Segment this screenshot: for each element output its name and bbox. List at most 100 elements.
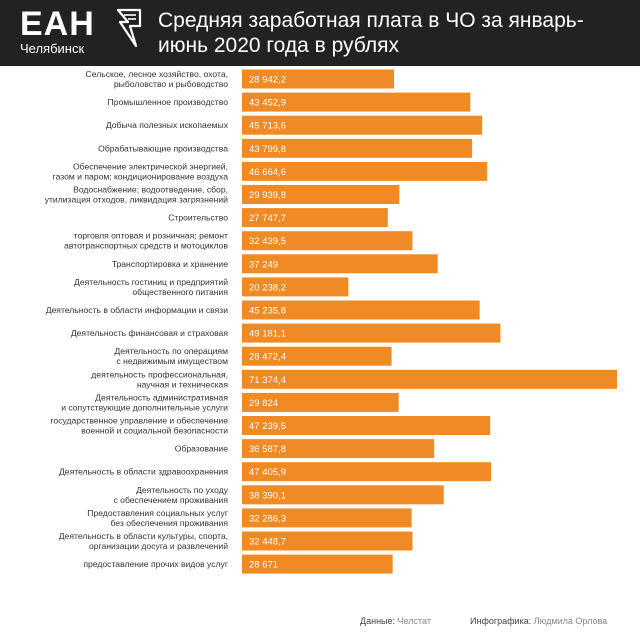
category-label-line: Образование: [175, 444, 228, 454]
bar-value-label: 28 671: [249, 560, 278, 571]
bar-row: 45 235,8 Деятельность в области информаци…: [46, 300, 480, 320]
bar-value-label: 28 472,4: [249, 352, 286, 363]
category-label-line: деятельность профессиональная,: [91, 369, 228, 379]
category-label-line: торговля оптовая и розничная; ремонт: [74, 231, 228, 241]
category-label-line: общественного питания: [132, 287, 228, 297]
category-label-line: газом и паром; кондиционирование воздуха: [53, 171, 229, 181]
category-label-line: автотранспортных средств и мотоциклов: [64, 241, 228, 251]
bar-value-label: 46 664,6: [249, 167, 286, 178]
bar-value-label: 45 713,6: [249, 121, 286, 132]
bar-row: 46 664,6 Обеспечение электрической энерги…: [53, 161, 488, 181]
bar: [242, 439, 435, 459]
bar-value-label: 29 824: [249, 398, 278, 409]
source-label: Данные:: [360, 616, 396, 626]
bar: [242, 416, 491, 435]
category-label: Строительство: [168, 213, 228, 223]
bar-value-label: 36 587,8: [249, 444, 286, 455]
category-label-line: Водоснабжение; водоотведение, сбор,: [73, 185, 228, 195]
source-value: Челстат: [397, 616, 431, 626]
bar-row: 49 181,1 Деятельность финансовая и страхо…: [71, 323, 501, 343]
category-label: Деятельность в области культуры, спорта,…: [59, 531, 228, 551]
category-label-line: с недвижимым имуществом: [116, 356, 228, 366]
bar-value-label: 47 405,9: [249, 467, 286, 478]
bar-value-label: 32 286,3: [249, 513, 286, 524]
category-label-line: Обрабатывающие производства: [98, 143, 228, 153]
category-label-line: Строительство: [168, 213, 228, 223]
category-label: Транспортировка и хранение: [112, 259, 228, 269]
brand-logo: ЕАН Челябинск: [18, 6, 148, 60]
bar-value-label: 45 235,8: [249, 306, 286, 317]
category-label-line: Деятельность финансовая и страховая: [71, 328, 229, 338]
bar-row: 32 448,7 Деятельность в области культуры,…: [59, 531, 413, 551]
bar-value-label: 37 249: [249, 259, 278, 270]
category-label: Деятельность гостиниц и предприятий общес…: [74, 277, 228, 297]
category-label: предоставление прочих видов услуг: [83, 559, 228, 569]
bar-row: 47 239,5 государственное управление и обе…: [50, 416, 491, 436]
bar-row: 37 249 Транспортировка и хранение: [112, 254, 438, 274]
category-label-line: и сопутствующие дополнительные услуги: [61, 402, 228, 412]
category-label: Обрабатывающие производства: [98, 143, 228, 153]
category-label: деятельность профессиональная, научная и …: [91, 369, 228, 389]
category-label: торговля оптовая и розничная; ремонт авто…: [64, 231, 228, 251]
bar-value-label: 47 239,5: [249, 421, 286, 432]
bar-value-label: 28 942,2: [249, 75, 286, 86]
bar-value-label: 29 939,8: [249, 190, 286, 201]
category-label-line: научная и техническая: [137, 379, 229, 389]
category-label-line: Деятельность гостиниц и предприятий: [74, 277, 228, 287]
bar: [242, 208, 388, 228]
bar-value-label: 27 747,7: [249, 213, 286, 224]
bar: [242, 346, 392, 366]
bar: [242, 323, 501, 343]
bar-value-label: 20 238,2: [249, 282, 286, 293]
bar-value-label: 49 181,1: [249, 329, 286, 340]
category-label: Промышленное производство: [108, 97, 229, 107]
bar: [242, 531, 413, 551]
bar: [242, 254, 438, 274]
page-title: Средняя заработная плата в ЧО за январь-…: [158, 9, 584, 57]
category-label: Добыча полезных ископаемых: [106, 120, 229, 130]
bar-chart: 28 942,2 Сельское, лесное хозяйство, охот…: [45, 69, 617, 574]
bar: [242, 392, 399, 412]
bar: [242, 161, 488, 181]
category-label-line: Деятельность в области культуры, спорта,: [59, 531, 228, 541]
bar-row: 43 452,9 Промышленное производство: [108, 92, 471, 112]
bar-value-label: 32 439,5: [249, 236, 286, 247]
category-label-line: утилизация отходов, ликвидация загрязнен…: [45, 195, 228, 205]
category-label-line: Деятельность в области здравоохранения: [59, 467, 228, 477]
bar-row: 45 713,6 Добыча полезных ископаемых: [106, 115, 483, 135]
bar-value-label: 32 448,7: [249, 537, 286, 548]
category-label-line: Предоставления социальных услуг: [87, 508, 228, 518]
logo-text: ЕАН: [20, 5, 95, 43]
bar-value-label: 38 390,1: [249, 490, 286, 501]
category-label-line: военной и социальной безопасности: [81, 426, 228, 436]
bar: [242, 92, 471, 112]
bar-row: 29 939,8 Водоснабжение; водоотведение, сб…: [45, 185, 400, 205]
bar-row: 36 587,8 Образование: [175, 439, 435, 459]
category-label-line: Деятельность административная: [95, 392, 228, 402]
header-bar: ЕАН Челябинск Средняя заработная плата в…: [0, 0, 640, 66]
category-label-line: Транспортировка и хранение: [112, 259, 228, 269]
category-label: Образование: [175, 444, 228, 454]
infographic-value: Людмила Орлова: [533, 616, 608, 626]
category-label-line: Деятельность в области информации и связ…: [46, 305, 229, 315]
bar-value-label: 71 374,4: [249, 375, 286, 386]
category-label-line: с обеспечением проживания: [113, 495, 228, 505]
bar-row: 27 747,7 Строительство: [168, 208, 388, 228]
bar-row: 47 405,9 Деятельность в области здравоохр…: [59, 462, 492, 482]
category-label-line: Обеспечение электрической энергией,: [73, 161, 228, 171]
bar: [242, 300, 480, 320]
bar-row: 43 799,8 Обрабатывающие производства: [98, 138, 473, 158]
bar-value-label: 43 799,8: [249, 144, 286, 155]
category-label: Обеспечение электрической энергией, газом…: [53, 161, 229, 181]
lightning-note-icon: [116, 8, 142, 48]
category-label-line: предоставление прочих видов услуг: [83, 559, 228, 569]
category-label: Водоснабжение; водоотведение, сбор, утили…: [45, 185, 228, 205]
bar: [242, 115, 483, 135]
bar-value-label: 43 452,9: [249, 98, 286, 109]
category-label-line: Деятельность по уходу: [136, 485, 229, 495]
category-label: Деятельность в области информации и связ…: [46, 305, 229, 315]
bar-row: 32 286,3 Предоставления социальных услуг б…: [87, 508, 412, 528]
bar-row: 28 472,4 Деятельность по операциям с недви…: [114, 346, 392, 366]
bar-row: 38 390,1 Деятельность по уходу с обеспечен…: [113, 485, 444, 505]
category-label-line: Промышленное производство: [108, 97, 229, 107]
